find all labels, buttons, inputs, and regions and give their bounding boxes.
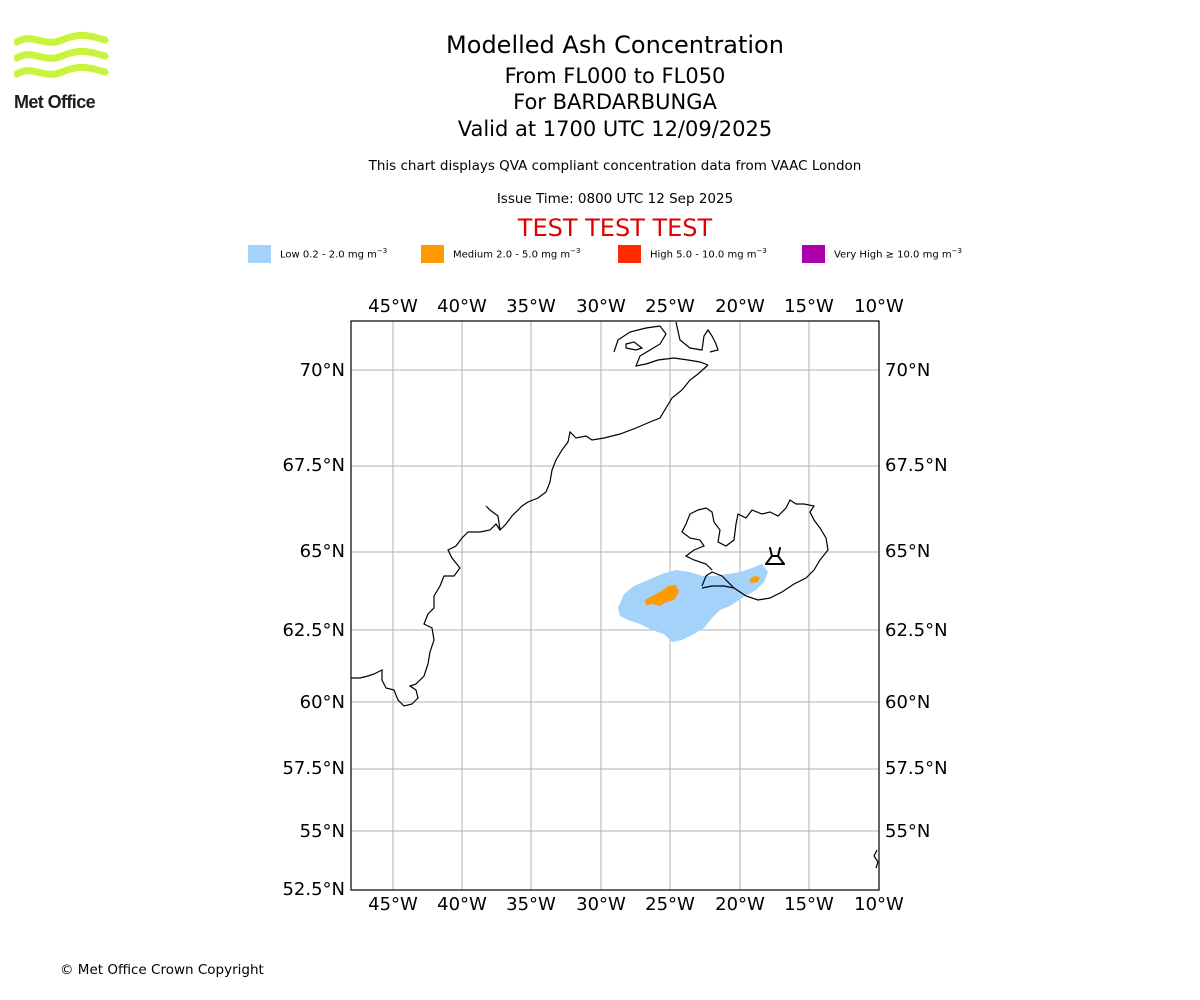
lon-ticks-top: 45°W 40°W 35°W 30°W 25°W 20°W 15°W 10°W [368, 296, 904, 317]
met-office-logo-icon [14, 31, 109, 78]
coastlines [351, 321, 879, 869]
legend-item-very-high: Very High ≥ 10.0 mg m−3 [802, 244, 962, 264]
legend-swatch-very-high [802, 245, 825, 263]
lat-tick-right: 67.5°N [885, 455, 948, 476]
lat-ticks-right: 70°N 67.5°N 65°N 62.5°N 60°N 57.5°N 55°N [885, 360, 948, 842]
lat-tick-right: 70°N [885, 360, 930, 381]
legend-swatch-medium [421, 245, 444, 263]
lon-tick-top: 40°W [437, 296, 487, 317]
copyright: © Met Office Crown Copyright [60, 962, 264, 978]
lon-tick-bottom: 15°W [784, 894, 834, 915]
volcano-name: For BARDARBUNGA [513, 90, 717, 114]
lat-tick-left: 55°N [300, 821, 345, 842]
legend-exp-low: −3 [376, 247, 388, 256]
legend-label-low: Low 0.2 - 2.0 mg m [280, 249, 377, 261]
lat-tick-left: 65°N [300, 541, 345, 562]
ash-area-medium-2 [749, 576, 760, 583]
graticule [351, 321, 879, 890]
lat-tick-left: 57.5°N [282, 758, 345, 779]
lon-tick-top: 25°W [645, 296, 695, 317]
lon-tick-bottom: 30°W [576, 894, 626, 915]
legend-label-medium: Medium 2.0 - 5.0 mg m [453, 249, 571, 261]
logo-text: Met Office [14, 92, 96, 112]
lon-tick-bottom: 35°W [506, 894, 556, 915]
lon-tick-bottom: 40°W [437, 894, 487, 915]
legend-item-low: Low 0.2 - 2.0 mg m−3 [248, 244, 387, 264]
lon-tick-bottom: 20°W [715, 894, 765, 915]
legend-label-very-high: Very High ≥ 10.0 mg m [834, 249, 952, 261]
lat-tick-left: 62.5°N [282, 620, 345, 641]
legend-label-high: High 5.0 - 10.0 mg m [650, 249, 757, 261]
legend-swatch-high [618, 245, 641, 263]
lon-tick-top: 30°W [576, 296, 626, 317]
lon-tick-top: 10°W [854, 296, 904, 317]
lat-tick-right: 57.5°N [885, 758, 948, 779]
volcano-icon [765, 547, 785, 565]
description: This chart displays QVA compliant concen… [368, 158, 862, 174]
lat-ticks-left: 70°N 67.5°N 65°N 62.5°N 60°N 57.5°N 55°N… [282, 360, 345, 900]
lat-tick-right: 65°N [885, 541, 930, 562]
legend-exp-medium: −3 [570, 247, 581, 256]
lon-tick-top: 35°W [506, 296, 556, 317]
lat-tick-right: 55°N [885, 821, 930, 842]
map-frame [350, 320, 880, 891]
greenland-coast [351, 364, 709, 707]
ash-area-low [618, 564, 768, 642]
lat-tick-left: 60°N [300, 692, 345, 713]
lon-tick-bottom: 10°W [854, 894, 904, 915]
legend-item-high: High 5.0 - 10.0 mg m−3 [618, 244, 767, 264]
lat-tick-left: 70°N [300, 360, 345, 381]
test-banner: TEST TEST TEST [517, 214, 713, 242]
legend-swatch-low [248, 245, 271, 263]
issue-time: Issue Time: 0800 UTC 12 Sep 2025 [496, 191, 734, 207]
legend-item-medium: Medium 2.0 - 5.0 mg m−3 [421, 244, 580, 264]
iceland-coast [681, 499, 829, 601]
lat-tick-left: 52.5°N [282, 879, 345, 900]
lat-tick-right: 62.5°N [885, 620, 948, 641]
lon-tick-top: 15°W [784, 296, 834, 317]
legend-exp-high: −3 [756, 247, 767, 256]
lat-tick-right: 60°N [885, 692, 930, 713]
lon-tick-bottom: 25°W [645, 894, 695, 915]
lon-tick-top: 20°W [715, 296, 765, 317]
lat-tick-left: 67.5°N [282, 455, 345, 476]
valid-time: Valid at 1700 UTC 12/09/2025 [457, 117, 773, 141]
chart-title: Modelled Ash Concentration [446, 31, 784, 59]
legend-exp-very-high: −3 [951, 247, 962, 256]
lon-tick-top: 45°W [368, 296, 418, 317]
ash-area-medium [645, 585, 679, 606]
flight-levels: From FL000 to FL050 [504, 64, 726, 88]
lon-ticks-bottom: 45°W 40°W 35°W 30°W 25°W 20°W 15°W 10°W [368, 894, 904, 915]
lon-tick-bottom: 45°W [368, 894, 418, 915]
